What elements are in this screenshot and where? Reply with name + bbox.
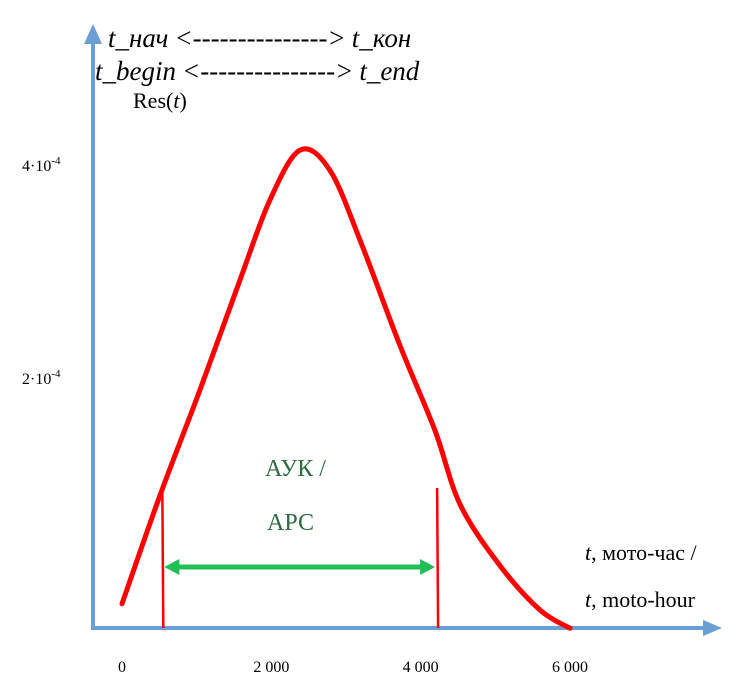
y-axis-label: Res(t) bbox=[133, 88, 187, 113]
y-tick-label: 2·10-4 bbox=[22, 368, 61, 388]
interval-label-ru: АУК / bbox=[265, 456, 326, 482]
header-line1: t_нач <---------------> t_кон bbox=[108, 23, 411, 53]
x-tick-label: 2 000 bbox=[253, 659, 289, 676]
arrow-left-icon bbox=[164, 559, 180, 575]
arrow-right-icon bbox=[420, 559, 436, 575]
y-tick-label: 4·10-4 bbox=[22, 155, 61, 175]
t-begin-line bbox=[161, 489, 165, 629]
x-tick-label: 0 bbox=[118, 659, 126, 676]
res-curve bbox=[119, 146, 573, 631]
x-axis-label-en: t, moto-hour bbox=[585, 587, 696, 612]
x-axis-label-ru: t, мото-час / bbox=[585, 540, 698, 565]
x-tick-label: 4 000 bbox=[403, 659, 439, 676]
t-end-line bbox=[435, 487, 440, 629]
header-line2: t_begin <---------------> t_end bbox=[95, 56, 420, 86]
x-tick-label: 6 000 bbox=[552, 659, 588, 676]
interval-label-en: АРС bbox=[267, 510, 314, 536]
y-axis-arrow-icon bbox=[84, 24, 102, 44]
x-axis-arrow-icon bbox=[703, 620, 722, 636]
